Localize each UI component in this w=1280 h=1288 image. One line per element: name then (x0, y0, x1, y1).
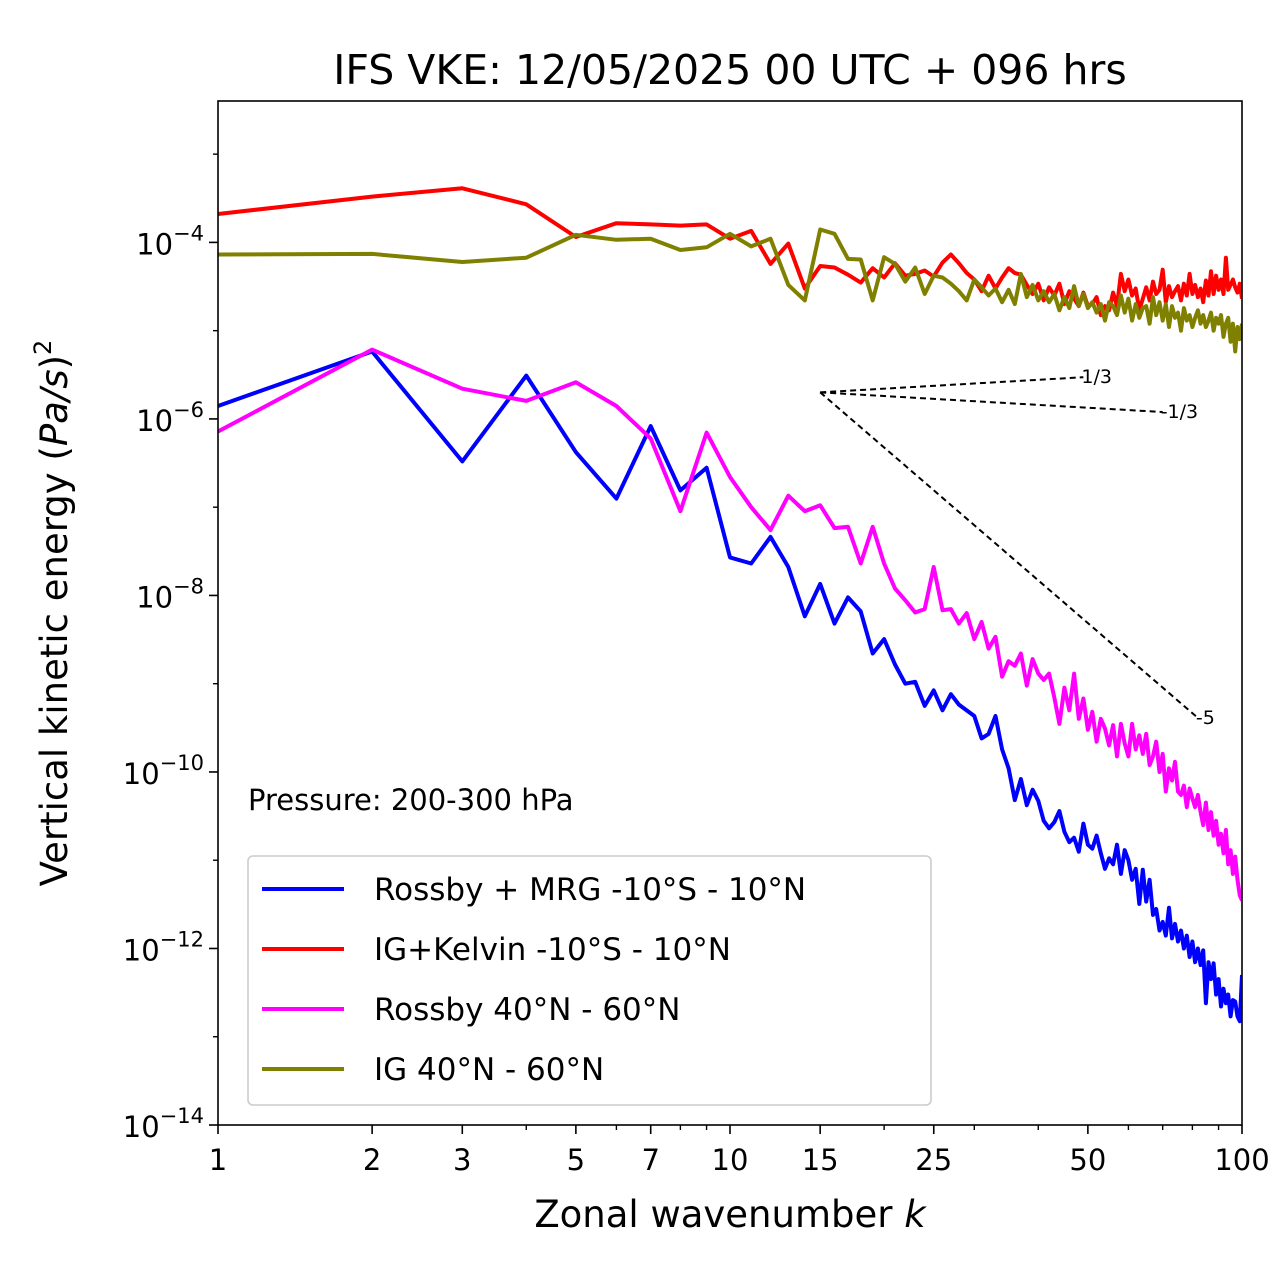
legend-label-2: Rossby 40°N - 60°N (374, 992, 680, 1028)
x-tick-label: 2 (363, 1143, 381, 1177)
x-axis-label-text: Zonal wavenumber (534, 1193, 893, 1236)
slope-label-0: 1/3 (1081, 366, 1112, 388)
series-line-3 (218, 227, 1242, 354)
slope-label-1: -1/3 (1161, 401, 1198, 423)
x-axis: 1 2 3 5 7 10 15 25 50 100 (209, 1125, 1270, 1177)
legend-frame (247, 855, 932, 1106)
y-axis-label-suffix: ) (33, 355, 76, 369)
x-tick-label: 15 (802, 1143, 839, 1177)
y-axis-label-prefix: Vertical kinetic energy ( (33, 446, 76, 886)
y-tick-label: 10−8 (136, 574, 204, 614)
x-axis-label: Zonal wavenumber k (534, 1193, 927, 1236)
series-layer (218, 186, 1242, 1024)
x-axis-label-var: k (904, 1193, 927, 1236)
x-tick-label: 10 (712, 1143, 749, 1177)
x-tick-label: 3 (453, 1143, 471, 1177)
y-axis: 10−4 10−6 10−8 10−10 10−12 10−14 (123, 153, 218, 1144)
plot-area: 1/3 -1/3 -5 (218, 186, 1242, 1024)
y-tick-label: 10−4 (136, 221, 204, 261)
chart-title: IFS VKE: 12/05/2025 00 UTC + 096 hrs (333, 46, 1126, 94)
legend-label-3: IG 40°N - 60°N (374, 1052, 604, 1088)
y-tick-label: 10−6 (136, 398, 204, 438)
x-tick-label: 5 (567, 1143, 585, 1177)
y-tick-label: 10−10 (123, 751, 204, 791)
y-tick-label: 10−12 (123, 927, 204, 967)
reference-slopes: 1/3 -1/3 -5 (819, 366, 1215, 729)
x-tick-label: 25 (915, 1143, 952, 1177)
x-tick-label: 50 (1069, 1143, 1106, 1177)
y-axis-label-power: 2 (29, 340, 57, 355)
series-line-0 (218, 349, 1242, 1024)
legend-label-1: IG+Kelvin -10°S - 10°N (374, 932, 731, 968)
x-tick-label: 1 (209, 1143, 227, 1177)
y-tick-label: 10−14 (123, 1104, 204, 1144)
slope-line-2 (819, 391, 1199, 719)
slope-line-1 (820, 391, 1163, 414)
pressure-annotation: Pressure: 200-300 hPa (248, 783, 574, 817)
legend-label-0: Rossby + MRG -10°S - 10°N (374, 872, 806, 908)
y-axis-label-var: Pa/s (33, 369, 76, 446)
legend: Rossby + MRG -10°S - 10°N IG+Kelvin -10°S… (247, 855, 932, 1106)
series-line-2 (218, 347, 1242, 902)
slope-label-2: -5 (1196, 707, 1215, 729)
y-axis-label: Vertical kinetic energy (Pa/s)2 (29, 340, 76, 887)
slope-line-0 (820, 376, 1084, 394)
x-tick-label: 7 (641, 1143, 659, 1177)
x-tick-label: 100 (1214, 1143, 1269, 1177)
